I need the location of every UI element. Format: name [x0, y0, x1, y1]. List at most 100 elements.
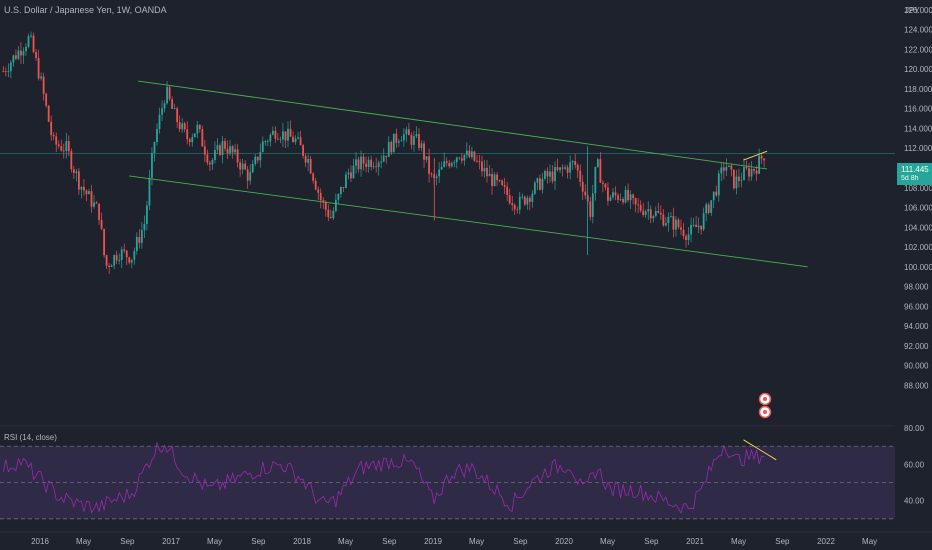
price-tick-label: 94.000: [904, 322, 929, 331]
candle-body: [763, 158, 766, 161]
time-tick-label: 2016: [31, 537, 49, 546]
candle-body: [574, 161, 577, 165]
candle-body: [740, 179, 743, 181]
candle-body: [596, 159, 599, 167]
candle-body: [682, 229, 685, 237]
candle-body: [697, 225, 700, 228]
candle-body: [581, 181, 584, 192]
candle-body: [42, 76, 45, 94]
candle-body: [617, 195, 619, 200]
candle-body: [382, 155, 385, 162]
candle-body: [158, 114, 161, 129]
candle-body: [229, 146, 231, 154]
candle-body: [299, 137, 302, 146]
candle-body: [322, 200, 325, 203]
candle-body: [612, 192, 614, 198]
candle-body: [342, 187, 345, 188]
earnings-marker-icon-dot: [763, 410, 767, 414]
candle-body: [690, 224, 692, 235]
candle-body: [566, 167, 569, 173]
price-tick-label: 88.000: [904, 381, 929, 390]
candle-body: [88, 191, 90, 195]
candle-body: [506, 186, 509, 196]
candle-body: [745, 167, 748, 169]
price-tick-label: 112.000: [904, 144, 932, 153]
candle-body: [284, 131, 287, 141]
candle-body: [647, 209, 650, 212]
candle-body: [695, 224, 698, 228]
candle-body: [395, 133, 398, 143]
last-price-value: 111.445: [901, 165, 929, 174]
candle-body: [4, 71, 7, 73]
price-tick-label: 114.000: [904, 124, 932, 133]
candle-body: [118, 260, 121, 261]
candle-body: [526, 197, 529, 205]
candle-body: [667, 216, 670, 224]
candle-body: [619, 198, 622, 200]
price-tick-label: 104.000: [904, 223, 932, 232]
symbol-title[interactable]: U.S. Dollar / Japanese Yen, 1W, OANDA: [4, 5, 167, 15]
candle-body: [659, 212, 662, 215]
candle-body: [45, 93, 48, 106]
price-tick-label: 122.000: [904, 45, 932, 54]
candle-body: [599, 159, 602, 183]
candle-body: [214, 149, 216, 160]
candle-body: [146, 205, 148, 225]
candle-body: [181, 123, 184, 130]
candle-body: [662, 214, 665, 226]
candle-body: [680, 227, 682, 230]
candle-body: [20, 50, 22, 56]
candle-body: [435, 176, 438, 178]
candle-body: [634, 198, 637, 205]
rsi-tick-label: 60.00: [904, 460, 925, 469]
candle-body: [445, 161, 448, 164]
candle-body: [569, 162, 572, 173]
candle-body: [758, 155, 760, 174]
candle-body: [110, 265, 113, 267]
candle-body: [100, 219, 103, 229]
candle-body: [72, 169, 75, 173]
candle-body: [438, 169, 441, 177]
candle-body: [264, 141, 267, 143]
candle-body: [224, 141, 226, 149]
candle-body: [198, 124, 201, 130]
candle-body: [725, 166, 728, 171]
channel-trendline: [129, 175, 808, 268]
candle-body: [710, 200, 713, 213]
candle-body: [707, 204, 710, 213]
candle-body: [473, 151, 476, 161]
candle-body: [486, 167, 488, 177]
candle-body: [518, 196, 521, 210]
candle-body: [430, 173, 433, 175]
candle-body: [722, 167, 725, 171]
candle-body: [513, 204, 516, 210]
candle-body: [345, 174, 347, 188]
candle-body: [40, 76, 43, 79]
candle-body: [533, 182, 536, 194]
candle-body: [277, 138, 279, 140]
time-tick-label: May: [338, 537, 353, 546]
candle-body: [337, 194, 340, 200]
candle-body: [738, 176, 740, 181]
candle-body: [67, 141, 70, 152]
candle-body: [57, 144, 60, 147]
candle-body: [753, 168, 755, 171]
candle-body: [402, 134, 405, 141]
candle-body: [425, 156, 428, 160]
candle-body: [622, 198, 624, 203]
rsi-indicator-title[interactable]: RSI (14, close): [4, 433, 57, 442]
candle-body: [564, 167, 567, 169]
candle-body: [390, 142, 393, 153]
candle-body: [531, 193, 534, 202]
candle-body: [470, 151, 473, 157]
candle-body: [259, 152, 262, 161]
price-tick-label: 120.000: [904, 65, 932, 74]
candle-body: [692, 224, 695, 226]
candle-body: [327, 209, 330, 218]
candle-body: [410, 135, 413, 145]
price-tick-label: 100.000: [904, 263, 932, 272]
candle-body: [269, 134, 272, 142]
candle-body: [670, 215, 672, 217]
